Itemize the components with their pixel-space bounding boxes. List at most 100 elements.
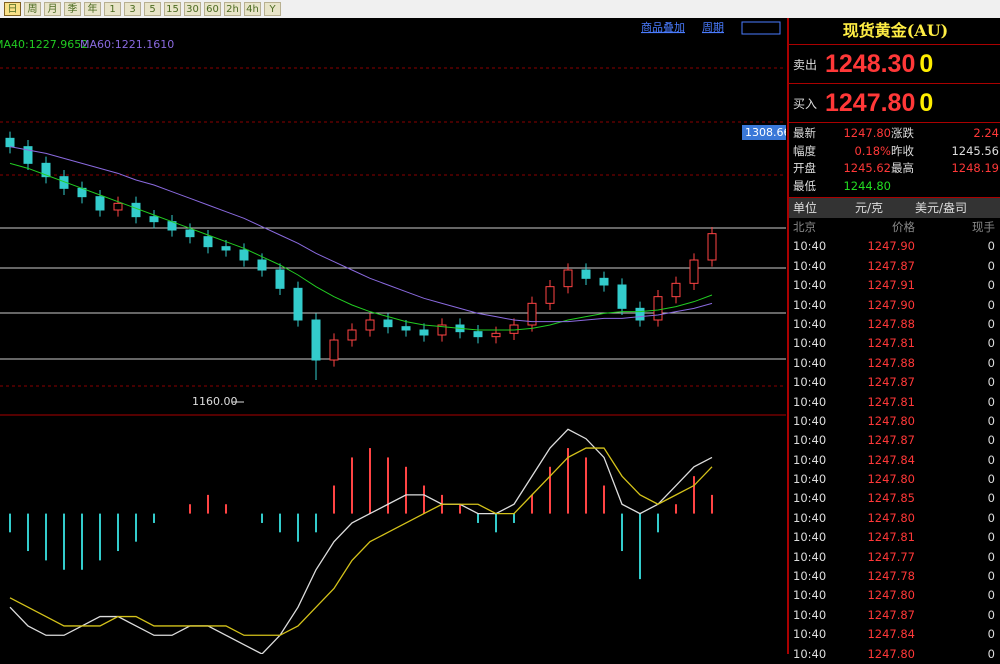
tick-row: 10:40 1247.81 0: [789, 528, 1000, 547]
tick-cell: 0: [987, 491, 995, 506]
price-tag: [742, 125, 786, 140]
period-button[interactable]: 年: [84, 2, 101, 16]
period-button[interactable]: 15: [164, 2, 181, 16]
tick-cell: 0: [987, 569, 995, 584]
vol: 0: [919, 49, 934, 78]
candle-body: [509, 324, 519, 334]
tick-cell: 1247.87: [867, 433, 915, 448]
tick-row: 10:40 1247.85 0: [789, 489, 1000, 508]
tick-cell: 0: [987, 413, 995, 428]
tick-row: 10:40 1247.81 0: [789, 334, 1000, 353]
period-button[interactable]: 周: [24, 2, 41, 16]
tick-cell: 1247.80: [867, 413, 915, 428]
candle-body: [653, 296, 663, 321]
tick-cell: 0: [987, 549, 995, 564]
tick-cell: 10:40: [793, 491, 827, 506]
tick-cell: 1247.84: [867, 627, 915, 642]
candle-body: [527, 302, 537, 326]
quote-title: 现货黄金(AU): [789, 18, 1000, 45]
candle-body: [617, 284, 627, 309]
period-button[interactable]: 30: [184, 2, 201, 16]
tick-cell: 10:40: [793, 258, 827, 273]
candle-body: [113, 202, 123, 211]
tick-row: 10:40 1247.80 0: [789, 586, 1000, 605]
dea-line: [9, 447, 713, 636]
tick-cell: 10:40: [793, 336, 827, 351]
period-button[interactable]: 1: [104, 2, 121, 16]
candle-body: [59, 176, 69, 189]
candle-body: [671, 282, 681, 298]
period-button[interactable]: 3: [124, 2, 141, 16]
candle-body: [545, 286, 555, 304]
period-button[interactable]: 月: [44, 2, 61, 16]
candle-body: [365, 319, 375, 331]
ma-label: MA40:1227.9652: [0, 38, 88, 51]
header-cell: 现手: [972, 220, 995, 234]
tick-cell: 0: [987, 472, 995, 487]
candle-body: [275, 269, 285, 289]
tick-cell: 1247.88: [867, 355, 915, 370]
candle-body: [239, 249, 249, 261]
tick-cell: 1247.90: [867, 239, 915, 254]
tick-cell: 10:40: [793, 394, 827, 409]
price: 1248.30: [825, 49, 916, 78]
tick-row: 10:40 1247.80 0: [789, 645, 1000, 664]
quote-panel: 现货黄金(AU) 卖出 1248.30 0 买入 1247.80 0 最新 1247.80…: [787, 18, 1000, 661]
unit[interactable]: 美元/盎司: [915, 201, 968, 215]
candle-body: [689, 259, 699, 284]
tick-cell: 1247.85: [867, 491, 915, 506]
period-button[interactable]: 日: [4, 2, 21, 16]
label: 买入: [793, 96, 818, 111]
candle-body: [437, 324, 447, 336]
tick-cell: 1247.84: [867, 452, 915, 467]
buy: 买入 1247.80 0: [789, 84, 1000, 123]
tick-cell: 10:40: [793, 510, 827, 525]
period-button[interactable]: 4h: [244, 2, 261, 16]
tick-cell: 1247.81: [867, 530, 915, 545]
tick-cell: 1247.77: [867, 549, 915, 564]
tick-row: 10:40 1247.84 0: [789, 451, 1000, 470]
candle-body: [41, 162, 51, 178]
candle-body: [329, 339, 339, 361]
ticks: 北京 价格 现手 10:40 1247.90 0 10:40 1247.87 0 10:40 124…: [789, 218, 1000, 664]
tick-cell: 0: [987, 258, 995, 273]
tick-cell: 10:40: [793, 607, 827, 622]
tick-cell: 1247.80: [867, 588, 915, 603]
candle-body: [581, 269, 591, 279]
period-button[interactable]: 60: [204, 2, 221, 16]
candle-body: [203, 236, 213, 248]
tick-cell: 1247.80: [867, 510, 915, 525]
tick-row: 10:40 1247.80 0: [789, 412, 1000, 431]
period-button[interactable]: 5: [144, 2, 161, 16]
tick-cell: 10:40: [793, 588, 827, 603]
stat-label: 昨收: [891, 143, 914, 158]
tick-cell: 1247.87: [867, 258, 915, 273]
window-buttons[interactable]: [741, 21, 781, 35]
link[interactable]: 商品叠加: [641, 20, 685, 34]
ma-line: [9, 146, 713, 323]
stat-value: 2.24: [973, 126, 999, 140]
label: 卖出: [793, 57, 818, 72]
stats: 最新 1247.80 涨跌 2.24 幅度 0.18% 昨收 1245.56 开盘 1245.62…: [789, 123, 1000, 197]
candle-body: [473, 331, 483, 338]
unit-bar: 单位 元/克 美元/盎司: [789, 197, 1000, 218]
tick-cell: 0: [987, 510, 995, 525]
tick-cell: 1247.78: [867, 569, 915, 584]
link[interactable]: 周期: [702, 21, 724, 34]
candle-body: [383, 319, 393, 328]
sell: 卖出 1248.30 0: [789, 45, 1000, 84]
period-button[interactable]: Y: [264, 2, 281, 16]
unit: 单位: [793, 201, 818, 215]
candle-body: [401, 326, 411, 331]
tick-cell: 0: [987, 278, 995, 293]
stat-label: 最高: [891, 161, 914, 175]
candle-body: [185, 229, 195, 238]
candle-body: [311, 319, 321, 361]
price: 1247.80: [825, 88, 916, 117]
period-button[interactable]: 季: [64, 2, 81, 16]
period-button[interactable]: 2h: [224, 2, 241, 16]
tick-cell: 1247.91: [867, 278, 915, 293]
tick-cell: 10:40: [793, 413, 827, 428]
tick-row: 10:40 1247.90 0: [789, 237, 1000, 256]
